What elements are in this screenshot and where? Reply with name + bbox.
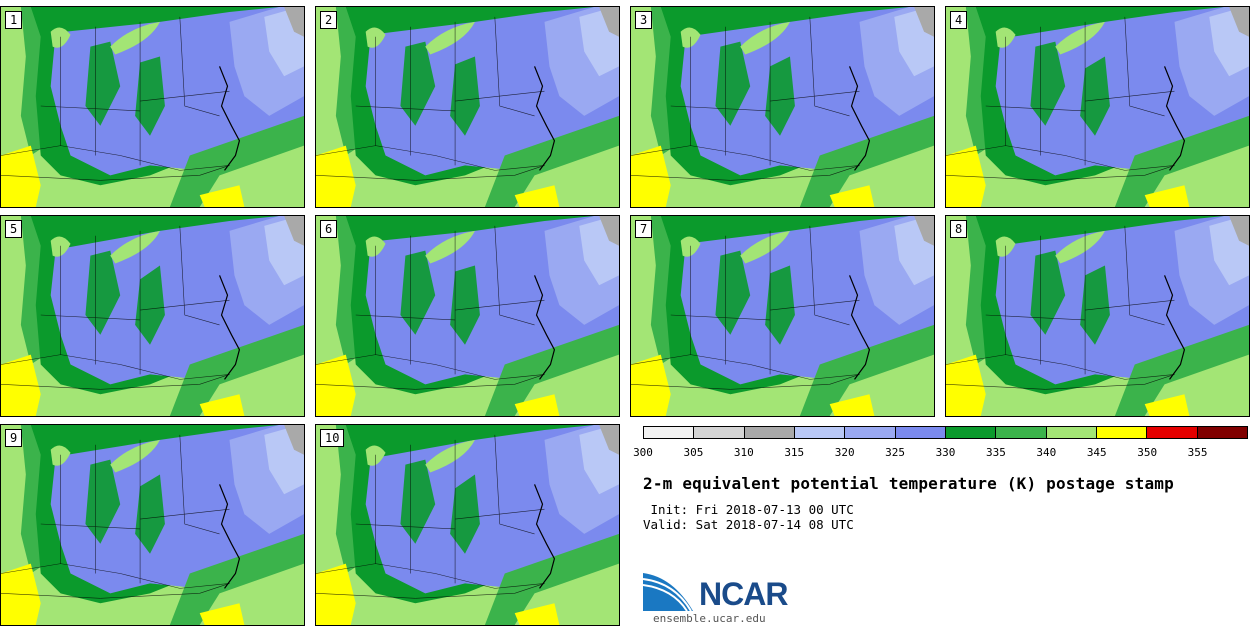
colorbar-tick-label: 330 — [935, 446, 956, 459]
colorbar-cell — [1046, 427, 1097, 438]
colorbar-cell — [744, 427, 795, 438]
colorbar-tick-label: 320 — [834, 446, 855, 459]
time-info: Init: Fri 2018-07-13 00 UTC Valid: Sat 2… — [643, 502, 854, 532]
colorbar-tick-label: 310 — [733, 446, 754, 459]
member-panel-2: 2 — [315, 6, 620, 208]
member-panel-9: 9 — [0, 424, 305, 626]
colorbar-ticks: 300 305 310 315 320 325 330 335 340 345 350 355 — [633, 446, 1248, 460]
member-label: 10 — [320, 429, 345, 447]
colorbar-tick-label: 305 — [683, 446, 704, 459]
ncar-logo-icon — [643, 573, 693, 612]
colorbar-cell — [694, 427, 745, 438]
colorbar-cell — [895, 427, 946, 438]
colorbar-cell — [1096, 427, 1148, 438]
colorbar-tick-label: 355 — [1187, 446, 1208, 459]
member-panel-3: 3 — [630, 6, 935, 208]
colorbar-cell — [794, 427, 846, 438]
member-label: 6 — [320, 220, 338, 238]
colorbar-tick-label: 345 — [1086, 446, 1107, 459]
member-label: 2 — [320, 11, 338, 29]
site-url[interactable]: ensemble.ucar.edu — [653, 612, 766, 625]
member-label: 3 — [635, 11, 653, 29]
member-label: 4 — [950, 11, 968, 29]
member-panel-10: 10 — [315, 424, 620, 626]
colorbar-tick-label: 300 — [633, 446, 653, 459]
colorbar-tick-label: 325 — [885, 446, 906, 459]
ncar-logo-text: NCAR — [699, 576, 788, 612]
member-label: 8 — [950, 220, 968, 238]
colorbar-cell — [644, 427, 695, 438]
member-panel-7: 7 — [630, 215, 935, 417]
colorbar-tick-label: 350 — [1137, 446, 1158, 459]
colorbar-cell — [845, 427, 896, 438]
member-label: 5 — [5, 220, 23, 238]
init-time: Init: Fri 2018-07-13 00 UTC — [643, 502, 854, 517]
colorbar-tick-label: 315 — [784, 446, 805, 459]
colorbar-cell — [945, 427, 997, 438]
member-panel-4: 4 — [945, 6, 1250, 208]
member-panel-5: 5 — [0, 215, 305, 417]
colorbar-cell — [1197, 427, 1247, 438]
member-panel-8: 8 — [945, 215, 1250, 417]
colorbar-tick-label: 340 — [1036, 446, 1057, 459]
colorbar-cell — [1147, 427, 1198, 438]
member-panel-1: 1 — [0, 6, 305, 208]
valid-time: Valid: Sat 2018-07-14 08 UTC — [643, 517, 854, 532]
member-panel-6: 6 — [315, 215, 620, 417]
colorbar — [643, 426, 1248, 439]
member-label: 9 — [5, 429, 23, 447]
member-label: 1 — [5, 11, 23, 29]
chart-title: 2-m equivalent potential temperature (K)… — [643, 474, 1174, 493]
colorbar-cell — [996, 427, 1047, 438]
colorbar-tick-label: 335 — [985, 446, 1006, 459]
member-label: 7 — [635, 220, 653, 238]
